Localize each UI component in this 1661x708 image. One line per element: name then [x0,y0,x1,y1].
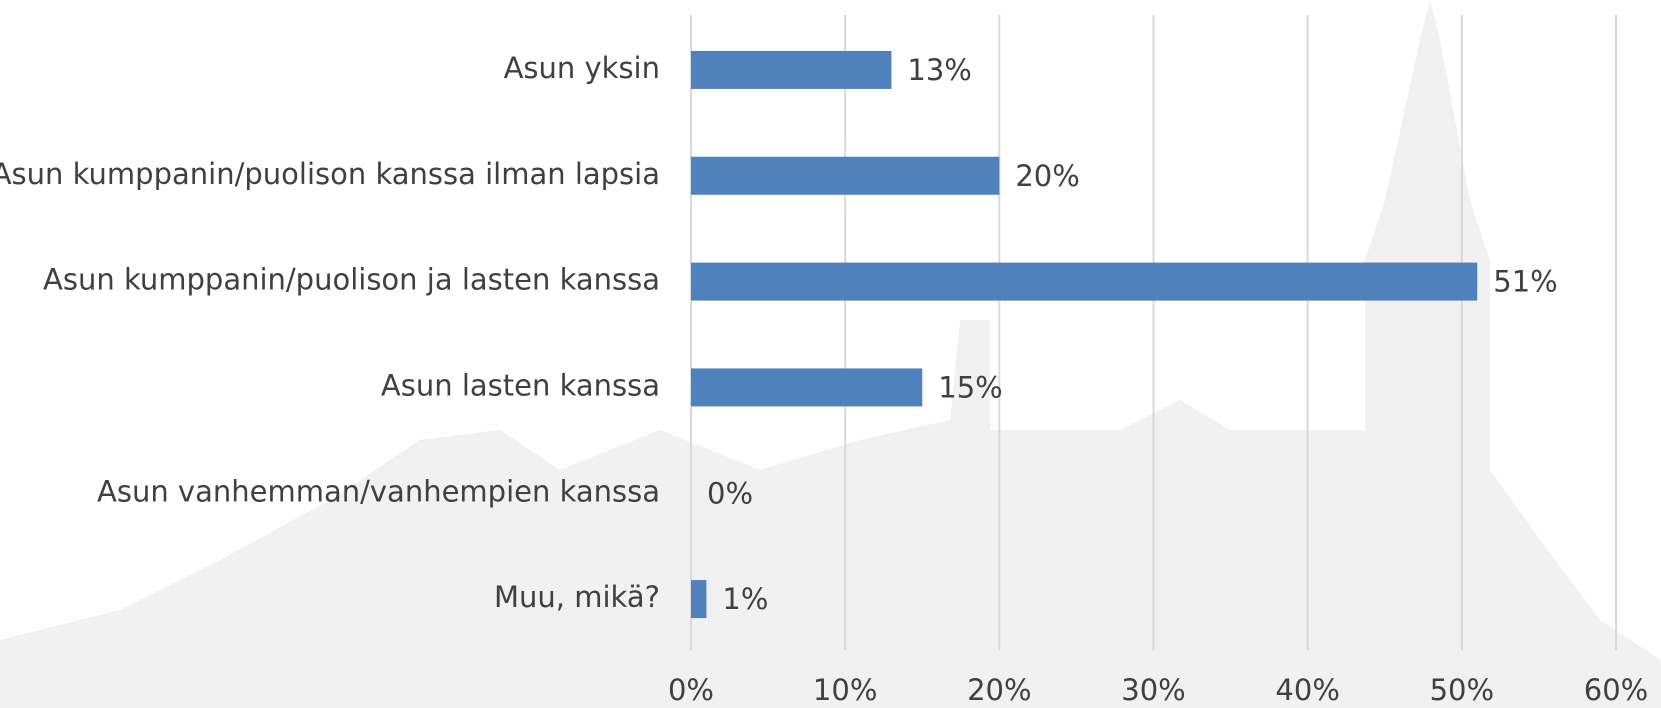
page: 0% 10% 20% 30% 40% 50% 60% Asun yksin 13% Asun ku… [0,0,1661,708]
bar [691,368,922,406]
value-label: 51% [1493,265,1557,299]
x-tick-label: 50% [1430,673,1494,707]
y-tick-label: Asun yksin [504,51,660,85]
chart: 0% 10% 20% 30% 40% 50% 60% Asun yksin 13% Asun ku… [0,0,1661,708]
y-tick-label: Asun kumppanin/puolison kanssa ilman lap… [0,157,660,191]
y-tick-label: Asun vanhemman/vanhempien kanssa [97,474,660,508]
bar [691,157,999,195]
bar [691,580,706,618]
x-tick-label: 60% [1584,673,1648,707]
value-label: 1% [722,582,768,616]
bar [691,51,891,89]
value-label: 15% [938,370,1002,404]
value-label: 13% [907,53,971,87]
y-tick-label: Muu, mikä? [494,580,660,614]
bar [691,263,1477,301]
value-label: 20% [1015,159,1079,193]
x-tick-label: 0% [668,673,714,707]
x-tick-label: 20% [967,673,1031,707]
x-tick-label: 30% [1121,673,1185,707]
y-tick-label: Asun lasten kanssa [381,368,660,402]
x-tick-label: 10% [813,673,877,707]
x-tick-label: 40% [1275,673,1339,707]
y-tick-label: Asun kumppanin/puolison ja lasten kanssa [43,263,660,297]
background-silhouette [0,0,1661,708]
value-label: 0% [707,476,753,510]
